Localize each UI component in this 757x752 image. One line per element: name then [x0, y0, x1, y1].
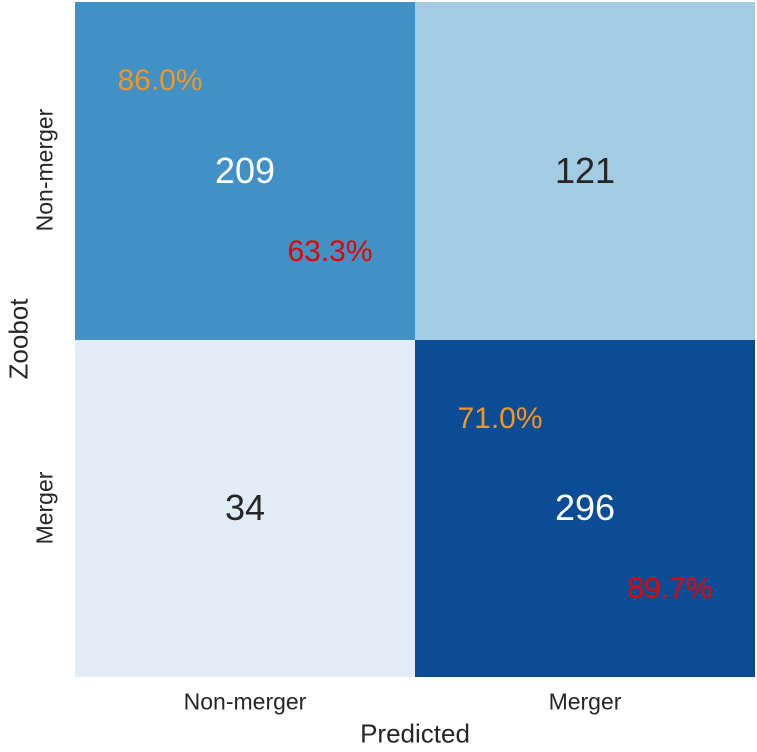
cell-true-nonmerger-pred-merger: 121	[415, 2, 755, 340]
x-axis-label: Predicted	[360, 718, 470, 749]
cell-top-left-percent: 71.0%	[457, 401, 543, 435]
y-tick-merger: Merger	[31, 471, 58, 545]
cell-top-left-percent: 86.0%	[117, 64, 203, 98]
cell-bottom-right-percent: 89.7%	[627, 572, 713, 606]
x-tick-nonmerger: Non-merger	[183, 688, 307, 715]
cell-count: 296	[554, 487, 616, 529]
x-tick-merger: Merger	[548, 688, 622, 715]
y-tick-nonmerger: Non-merger	[31, 108, 58, 232]
cell-true-nonmerger-pred-nonmerger: 86.0% 209 63.3%	[75, 2, 415, 340]
cell-true-merger-pred-nonmerger: 34	[75, 339, 415, 677]
y-axis-label: Zoobot	[3, 298, 34, 380]
confusion-matrix: 86.0% 209 63.3% 121 34 71.0% 296 89.7%	[75, 2, 755, 677]
cell-bottom-right-percent: 63.3%	[287, 234, 373, 268]
cell-count: 34	[224, 487, 266, 529]
cell-count: 209	[214, 149, 276, 191]
cell-count: 121	[554, 149, 616, 191]
cell-true-merger-pred-merger: 71.0% 296 89.7%	[415, 339, 755, 677]
